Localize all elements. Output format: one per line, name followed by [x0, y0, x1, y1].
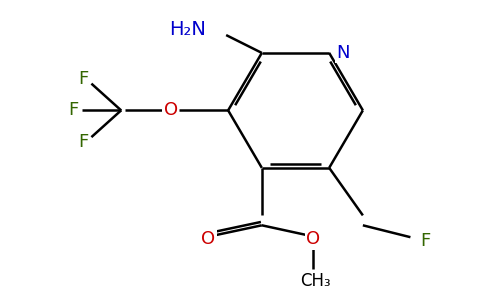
Text: F: F — [420, 232, 431, 250]
Text: F: F — [68, 101, 79, 119]
Text: CH₃: CH₃ — [300, 272, 331, 290]
Text: O: O — [164, 101, 178, 119]
Text: F: F — [78, 70, 89, 88]
Text: F: F — [78, 133, 89, 151]
Text: O: O — [306, 230, 320, 248]
Text: N: N — [336, 44, 349, 62]
Text: H₂N: H₂N — [169, 20, 206, 39]
Text: O: O — [201, 230, 215, 248]
